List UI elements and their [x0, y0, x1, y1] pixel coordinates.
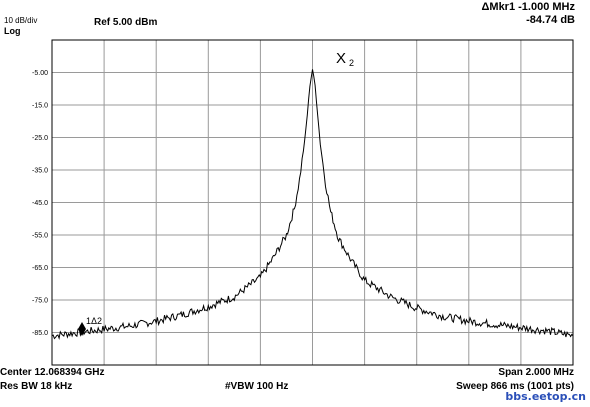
peak-marker-symbol: X: [336, 50, 346, 67]
y-tick-label: -55.0: [32, 233, 48, 240]
peak-marker-index: 2: [349, 58, 354, 68]
y-tick-label: -85.0: [32, 330, 48, 337]
log-scale-label: Log: [4, 26, 21, 36]
scale-per-division: 10 dB/div: [4, 16, 38, 25]
y-tick-label: -25.0: [32, 135, 48, 142]
y-tick-label: -15.0: [32, 103, 48, 110]
sweep-time: Sweep 866 ms (1001 pts): [456, 381, 574, 392]
delta-marker-1: 1Δ2: [78, 316, 102, 336]
y-tick-label: -75.0: [32, 298, 48, 305]
delta-marker-frequency: ΔMkr1 -1.000 MHz: [481, 1, 576, 13]
reference-level: Ref 5.00 dBm: [94, 17, 158, 28]
y-tick-labels: -5.00 -15.0 -25.0 -35.0 -45.0 -55.0 -65.0 -75.0…: [32, 70, 48, 337]
resolution-bandwidth: Res BW 18 kHz: [0, 381, 73, 392]
plot-frame: [51, 39, 574, 366]
plot-grid: [52, 40, 573, 365]
delta-marker-amplitude: -84.74 dB: [526, 14, 575, 26]
y-tick-label: -65.0: [32, 265, 48, 272]
y-tick-label: -5.00: [32, 70, 48, 77]
delta-marker-diamond-icon: [78, 322, 86, 336]
spectrum-trace: [51, 69, 574, 341]
center-frequency: Center 12.068394 GHz: [0, 367, 105, 378]
peak-marker-x2: X 2: [336, 50, 354, 68]
y-tick-label: -45.0: [32, 200, 48, 207]
y-tick-label: -35.0: [32, 168, 48, 175]
video-bandwidth: #VBW 100 Hz: [225, 381, 289, 392]
watermark-text: bbs.eetop.cn: [505, 390, 586, 403]
delta-marker-label: 1Δ2: [86, 316, 102, 326]
frequency-span: Span 2.000 MHz: [498, 367, 574, 378]
